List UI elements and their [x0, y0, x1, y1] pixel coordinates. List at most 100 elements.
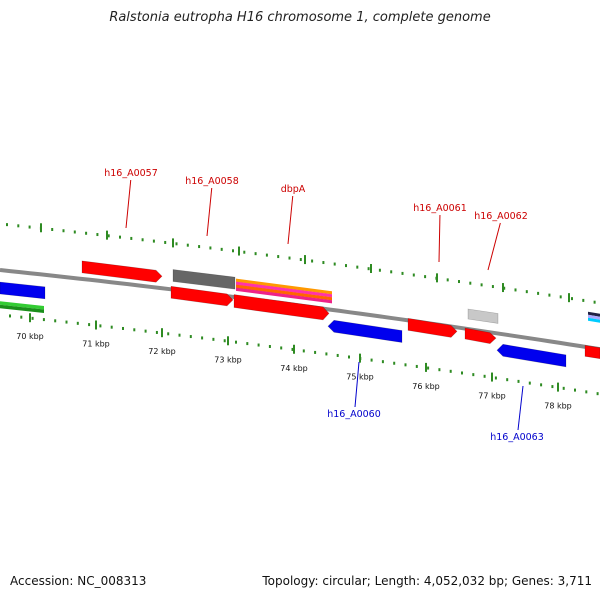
reverse-tick [42, 318, 45, 322]
forward-tick [164, 240, 167, 244]
forward-tick [254, 252, 257, 256]
gene-feature-h16-a0060 [327, 319, 403, 343]
kbp-label: 71 kbp [82, 339, 110, 348]
reverse-tick [585, 390, 588, 394]
forward-tick [311, 259, 314, 263]
forward-tick [243, 250, 246, 254]
gene-label-reverse: h16_A0060 [327, 409, 381, 420]
major-tick [370, 264, 372, 274]
major-tick [40, 223, 42, 233]
major-tick [491, 372, 493, 382]
forward-tick [175, 242, 178, 246]
reverse-tick [381, 360, 384, 364]
kbp-label: 78 kbp [544, 402, 572, 411]
feature-green-stripe [0, 304, 44, 313]
forward-tick [356, 265, 359, 269]
major-tick [557, 382, 559, 392]
reverse-tick [122, 326, 124, 330]
reverse-tick [325, 352, 328, 356]
forward-tick [322, 261, 325, 265]
forward-tick [503, 286, 506, 290]
forward-tick [119, 235, 121, 239]
gene-feature-h16-a0062 [464, 327, 497, 344]
reverse-tick [551, 385, 554, 389]
reverse-tick [201, 336, 204, 340]
label-leader [287, 195, 294, 245]
kbp-label: 72 kbp [148, 347, 176, 356]
forward-tick [141, 238, 144, 242]
forward-tick [277, 255, 280, 259]
map-title: Ralstonia eutropha H16 chromosome 1, com… [109, 10, 491, 25]
label-leader [125, 179, 132, 229]
forward-tick [96, 233, 99, 237]
reverse-tick [494, 376, 497, 380]
forward-tick [85, 231, 88, 235]
accession-text: Accession: NC_008313 [10, 574, 147, 588]
reverse-tick [483, 374, 486, 378]
gene-feature-h16-a0057 [81, 260, 163, 283]
reverse-tick [144, 329, 147, 333]
kbp-scale: 70 kbp 71 kbp 72 kbp 73 kbp 74 kbp 75 kbp 76 k… [16, 223, 572, 411]
reverse-tick [540, 383, 543, 387]
reverse-tick [506, 378, 509, 382]
reverse-tick [189, 335, 192, 339]
cds-feature-lightgray [467, 308, 499, 324]
feature-stripe-edge [588, 311, 600, 317]
label-leader [438, 214, 441, 263]
reverse-tick [76, 321, 79, 325]
forward-tick [62, 229, 65, 233]
major-tick [172, 238, 174, 248]
forward-tick [491, 285, 494, 289]
feature-stripe-dbpa [236, 284, 332, 301]
forward-tick [198, 245, 201, 249]
kbp-label: 77 kbp [478, 392, 506, 401]
forward-tick [446, 278, 449, 282]
forward-tick [333, 262, 336, 266]
gene-label-forward: h16_A0057 [104, 168, 158, 179]
feature-stripe-dbpa [236, 287, 332, 304]
gene-label-forward: h16_A0062 [474, 211, 528, 222]
reverse-tick-track [9, 314, 599, 396]
kbp-label: 70 kbp [16, 332, 44, 341]
reverse-tick [212, 337, 215, 341]
forward-tick [401, 271, 404, 275]
major-tick [293, 344, 295, 354]
label-leader [206, 187, 213, 237]
reverse-tick [88, 323, 91, 327]
gene-feature-edge-right [584, 344, 600, 360]
forward-tick [537, 291, 540, 295]
topology-text: Topology: circular; Length: 4,052,032 bp… [262, 574, 592, 588]
reverse-tick [257, 343, 260, 347]
feature-stripe-dbpa [236, 278, 332, 295]
major-tick [95, 320, 97, 330]
forward-tick [186, 243, 189, 247]
reverse-tick [393, 361, 396, 365]
reverse-tick [291, 347, 294, 351]
feature-stripe-edge [588, 317, 600, 323]
forward-tick [593, 300, 596, 304]
forward-tick [6, 223, 8, 227]
forward-tick [28, 225, 31, 229]
kbp-label: 76 kbp [412, 382, 440, 391]
reverse-tick [404, 363, 407, 367]
major-tick [227, 336, 229, 346]
reverse-tick [427, 366, 430, 370]
reverse-tick [178, 333, 181, 337]
forward-tick [265, 253, 268, 257]
forward-tick [367, 267, 370, 271]
major-tick [568, 293, 570, 303]
forward-tick [378, 268, 381, 272]
major-tick [161, 328, 163, 338]
major-tick [304, 255, 306, 265]
forward-tick [582, 298, 585, 302]
reverse-tick [415, 364, 418, 368]
reverse-tick [65, 320, 68, 324]
major-tick [425, 362, 427, 372]
forward-tick [209, 246, 212, 250]
feature-stripe-edge [588, 314, 600, 320]
forward-tick [412, 273, 415, 277]
gene-feature-h16-a0058 [170, 285, 234, 307]
gene-label-reverse: h16_A0063 [490, 432, 544, 443]
forward-tick [152, 239, 155, 243]
